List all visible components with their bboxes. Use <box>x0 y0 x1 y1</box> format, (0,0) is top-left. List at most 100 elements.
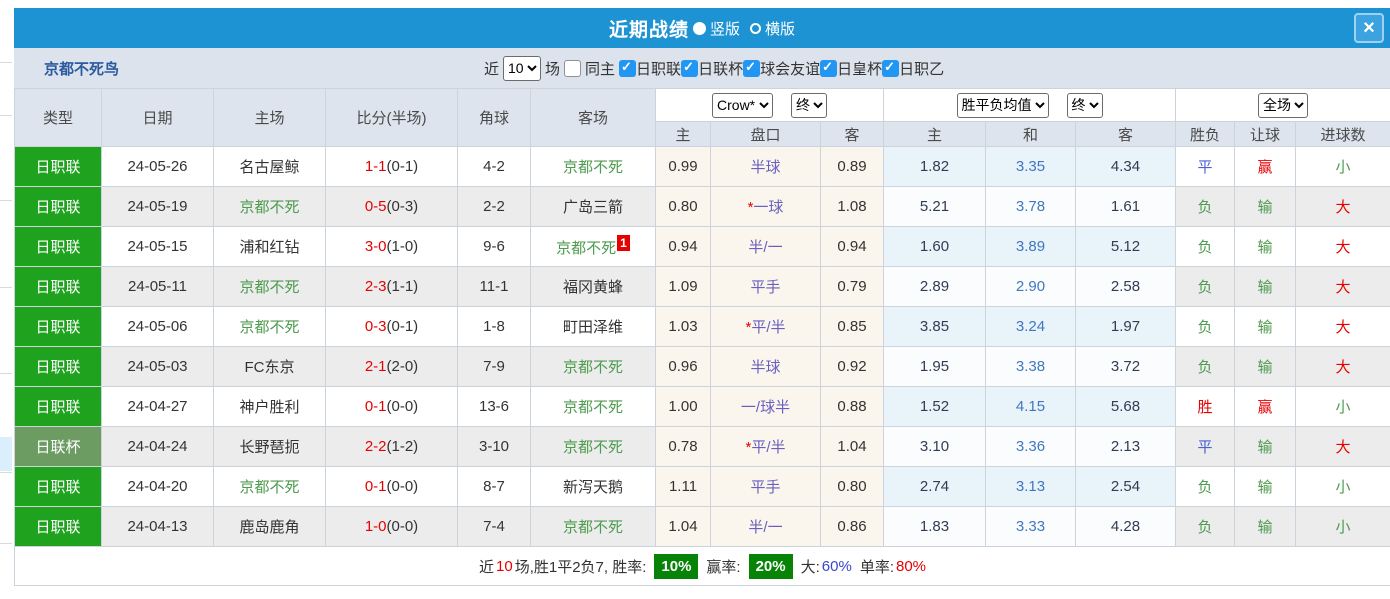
table-row: 日职联 24-04-27 神户胜利 0-1(0-0) 13-6 京都不死 1.0… <box>14 386 1390 427</box>
big-rate-value: 60% <box>821 557 852 575</box>
mean-home: 2.89 <box>883 266 987 307</box>
home-team: 京都不死 <box>213 186 326 227</box>
league-type-badge: 日职联 <box>14 226 102 267</box>
result-cell: 负 <box>1175 306 1236 347</box>
goals-cell: 小 <box>1295 466 1390 507</box>
mean-away: 5.68 <box>1075 386 1177 427</box>
odds-home: 0.99 <box>655 146 711 187</box>
odds-away: 0.94 <box>819 226 885 267</box>
vertical-radio-icon[interactable] <box>692 21 706 35</box>
league-checkbox-jleague[interactable] <box>619 59 637 77</box>
mean-home: 1.83 <box>883 506 987 547</box>
mean-away: 2.13 <box>1075 426 1177 467</box>
goals-cell: 小 <box>1295 386 1390 427</box>
mean-draw: 2.90 <box>985 266 1077 307</box>
letball-cell: 输 <box>1234 426 1297 467</box>
odds-home: 1.03 <box>655 306 711 347</box>
match-date: 24-04-27 <box>101 386 214 427</box>
score-cell: 1-0(0-0) <box>325 506 458 547</box>
vertical-option-label[interactable]: 竖版 <box>709 20 740 38</box>
goals-cell: 大 <box>1295 226 1390 267</box>
odds-away: 0.79 <box>819 266 885 307</box>
result-cell: 胜 <box>1175 386 1236 427</box>
corner-score: 7-4 <box>457 506 531 547</box>
goals-cell: 大 <box>1295 186 1390 227</box>
scope-select[interactable]: 全场 <box>1258 92 1309 118</box>
mean-away: 1.61 <box>1075 186 1177 227</box>
league-checkbox-jleaguecup[interactable] <box>681 59 699 77</box>
table-row: 日职联 24-05-11 京都不死 2-3(1-1) 11-1 福冈黄蜂 1.0… <box>14 266 1390 307</box>
league-type-badge: 日职联 <box>14 146 102 187</box>
mean-stage-select[interactable]: 终 <box>1066 92 1103 118</box>
same-home-checkbox[interactable] <box>564 59 582 77</box>
result-cell: 负 <box>1175 346 1236 387</box>
league-type-badge: 日职联 <box>14 506 102 547</box>
header-score: 比分(半场) <box>325 88 458 147</box>
match-date: 24-05-03 <box>101 346 214 387</box>
odds-away: 1.04 <box>819 426 885 467</box>
table-row: 日职联 24-04-13 鹿岛鹿角 1-0(0-0) 7-4 京都不死 1.04… <box>14 506 1390 547</box>
horizontal-radio-icon[interactable] <box>750 22 761 34</box>
handicap: 平手 <box>710 266 821 307</box>
handicap: *一球 <box>710 186 821 227</box>
match-date: 24-05-11 <box>101 266 214 307</box>
score-cell: 0-3(0-1) <box>325 306 458 347</box>
summary-count: 10 <box>496 557 513 575</box>
close-button[interactable]: × <box>1354 13 1384 43</box>
result-cell: 平 <box>1175 426 1236 467</box>
league-type-badge: 日职联 <box>14 346 102 387</box>
mean-draw: 3.89 <box>985 226 1077 267</box>
odds-home: 0.94 <box>655 226 711 267</box>
letball-cell: 输 <box>1234 306 1297 347</box>
odds-company-select[interactable]: Crow* <box>712 92 774 118</box>
handicap: 一/球半 <box>710 386 821 427</box>
league-checkbox-friendly[interactable] <box>743 59 761 77</box>
table-row: 日职联 24-05-19 京都不死 0-5(0-3) 2-2 广岛三箭 0.80… <box>14 186 1390 227</box>
odds-stage-select[interactable]: 终 <box>791 92 828 118</box>
same-home-label: 同主 <box>585 60 616 78</box>
result-cell: 负 <box>1175 186 1236 227</box>
odds-home: 0.96 <box>655 346 711 387</box>
score-cell: 1-1(0-1) <box>325 146 458 187</box>
single-rate-label: 单率: <box>859 558 894 576</box>
match-date: 24-05-06 <box>101 306 214 347</box>
mean-draw: 3.78 <box>985 186 1077 227</box>
handicap: *平/半 <box>710 426 821 467</box>
odds-away: 0.88 <box>819 386 885 427</box>
mean-type-select[interactable]: 胜平负均值 <box>956 92 1049 118</box>
let-rate-label: 赢率: <box>706 558 741 576</box>
title-bar: 近期战绩 竖版 横版 × <box>14 8 1390 48</box>
table-row: 日职联 24-05-26 名古屋鲸 1-1(0-1) 4-2 京都不死 0.99… <box>14 146 1390 187</box>
header-home: 主场 <box>213 88 326 147</box>
horizontal-option-label[interactable]: 横版 <box>765 20 796 38</box>
modal: 近期战绩 竖版 横版 × 京都不死鸟 近 10 场 同主 日职联 <box>13 8 1390 586</box>
odds-home: 0.78 <box>655 426 711 467</box>
away-team-number-badge: 1 <box>617 235 630 251</box>
league-type-badge: 日职联 <box>14 186 102 227</box>
table-row: 日职联 24-04-20 京都不死 0-1(0-0) 8-7 新泻天鹅 1.11… <box>14 466 1390 507</box>
letball-cell: 输 <box>1234 266 1297 307</box>
mean-home: 2.74 <box>883 466 987 507</box>
goals-cell: 小 <box>1295 506 1390 547</box>
league-checkbox-j2[interactable] <box>882 59 900 77</box>
corner-score: 11-1 <box>457 266 531 307</box>
corner-score: 9-6 <box>457 226 531 267</box>
filter-bar: 京都不死鸟 近 10 场 同主 日职联 日联杯 球会友谊 日皇杯 日职乙 <box>14 48 1390 88</box>
table-body: 日职联 24-05-26 名古屋鲸 1-1(0-1) 4-2 京都不死 0.99… <box>14 146 1390 547</box>
subheader-handicap: 盘口 <box>710 121 821 147</box>
recent-count-select[interactable]: 10 <box>503 55 542 81</box>
letball-cell: 赢 <box>1234 146 1297 187</box>
match-date: 24-05-15 <box>101 226 214 267</box>
letball-cell: 输 <box>1234 506 1297 547</box>
home-team: 名古屋鲸 <box>213 146 326 187</box>
header-corner: 角球 <box>457 88 531 147</box>
league-checkbox-emperorcup[interactable] <box>820 59 838 77</box>
mean-away: 4.34 <box>1075 146 1177 187</box>
letball-cell: 输 <box>1234 226 1297 267</box>
score-cell: 2-2(1-2) <box>325 426 458 467</box>
odds-home: 1.04 <box>655 506 711 547</box>
corner-score: 8-7 <box>457 466 531 507</box>
away-team: 京都不死 1 <box>530 226 656 267</box>
view-mode-options: 竖版 横版 <box>691 18 795 39</box>
odds-away: 0.86 <box>819 506 885 547</box>
